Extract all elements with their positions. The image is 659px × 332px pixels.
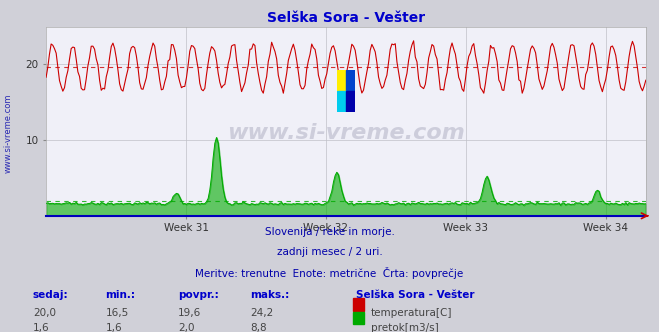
Text: Slovenija / reke in morje.: Slovenija / reke in morje. — [264, 227, 395, 237]
Text: sedaj:: sedaj: — [33, 290, 69, 300]
Text: Selška Sora - Vešter: Selška Sora - Vešter — [356, 290, 474, 300]
Text: 20,0: 20,0 — [33, 308, 56, 318]
Bar — [353, 298, 364, 311]
Text: temperatura[C]: temperatura[C] — [371, 308, 453, 318]
Text: 16,5: 16,5 — [105, 308, 129, 318]
Text: www.si-vreme.com: www.si-vreme.com — [3, 93, 13, 173]
Text: 19,6: 19,6 — [178, 308, 201, 318]
Text: 1,6: 1,6 — [33, 323, 49, 332]
Text: povpr.:: povpr.: — [178, 290, 219, 300]
Text: 24,2: 24,2 — [250, 308, 273, 318]
Text: Meritve: trenutne  Enote: metrične  Črta: povprečje: Meritve: trenutne Enote: metrične Črta: … — [195, 267, 464, 279]
Text: 1,6: 1,6 — [105, 323, 122, 332]
Title: Selška Sora - Vešter: Selška Sora - Vešter — [267, 11, 425, 25]
Text: min.:: min.: — [105, 290, 136, 300]
Text: pretok[m3/s]: pretok[m3/s] — [371, 323, 439, 332]
Bar — [353, 312, 364, 324]
Text: www.si-vreme.com: www.si-vreme.com — [227, 123, 465, 142]
Text: maks.:: maks.: — [250, 290, 290, 300]
Text: 8,8: 8,8 — [250, 323, 267, 332]
Text: 2,0: 2,0 — [178, 323, 194, 332]
Text: zadnji mesec / 2 uri.: zadnji mesec / 2 uri. — [277, 247, 382, 257]
